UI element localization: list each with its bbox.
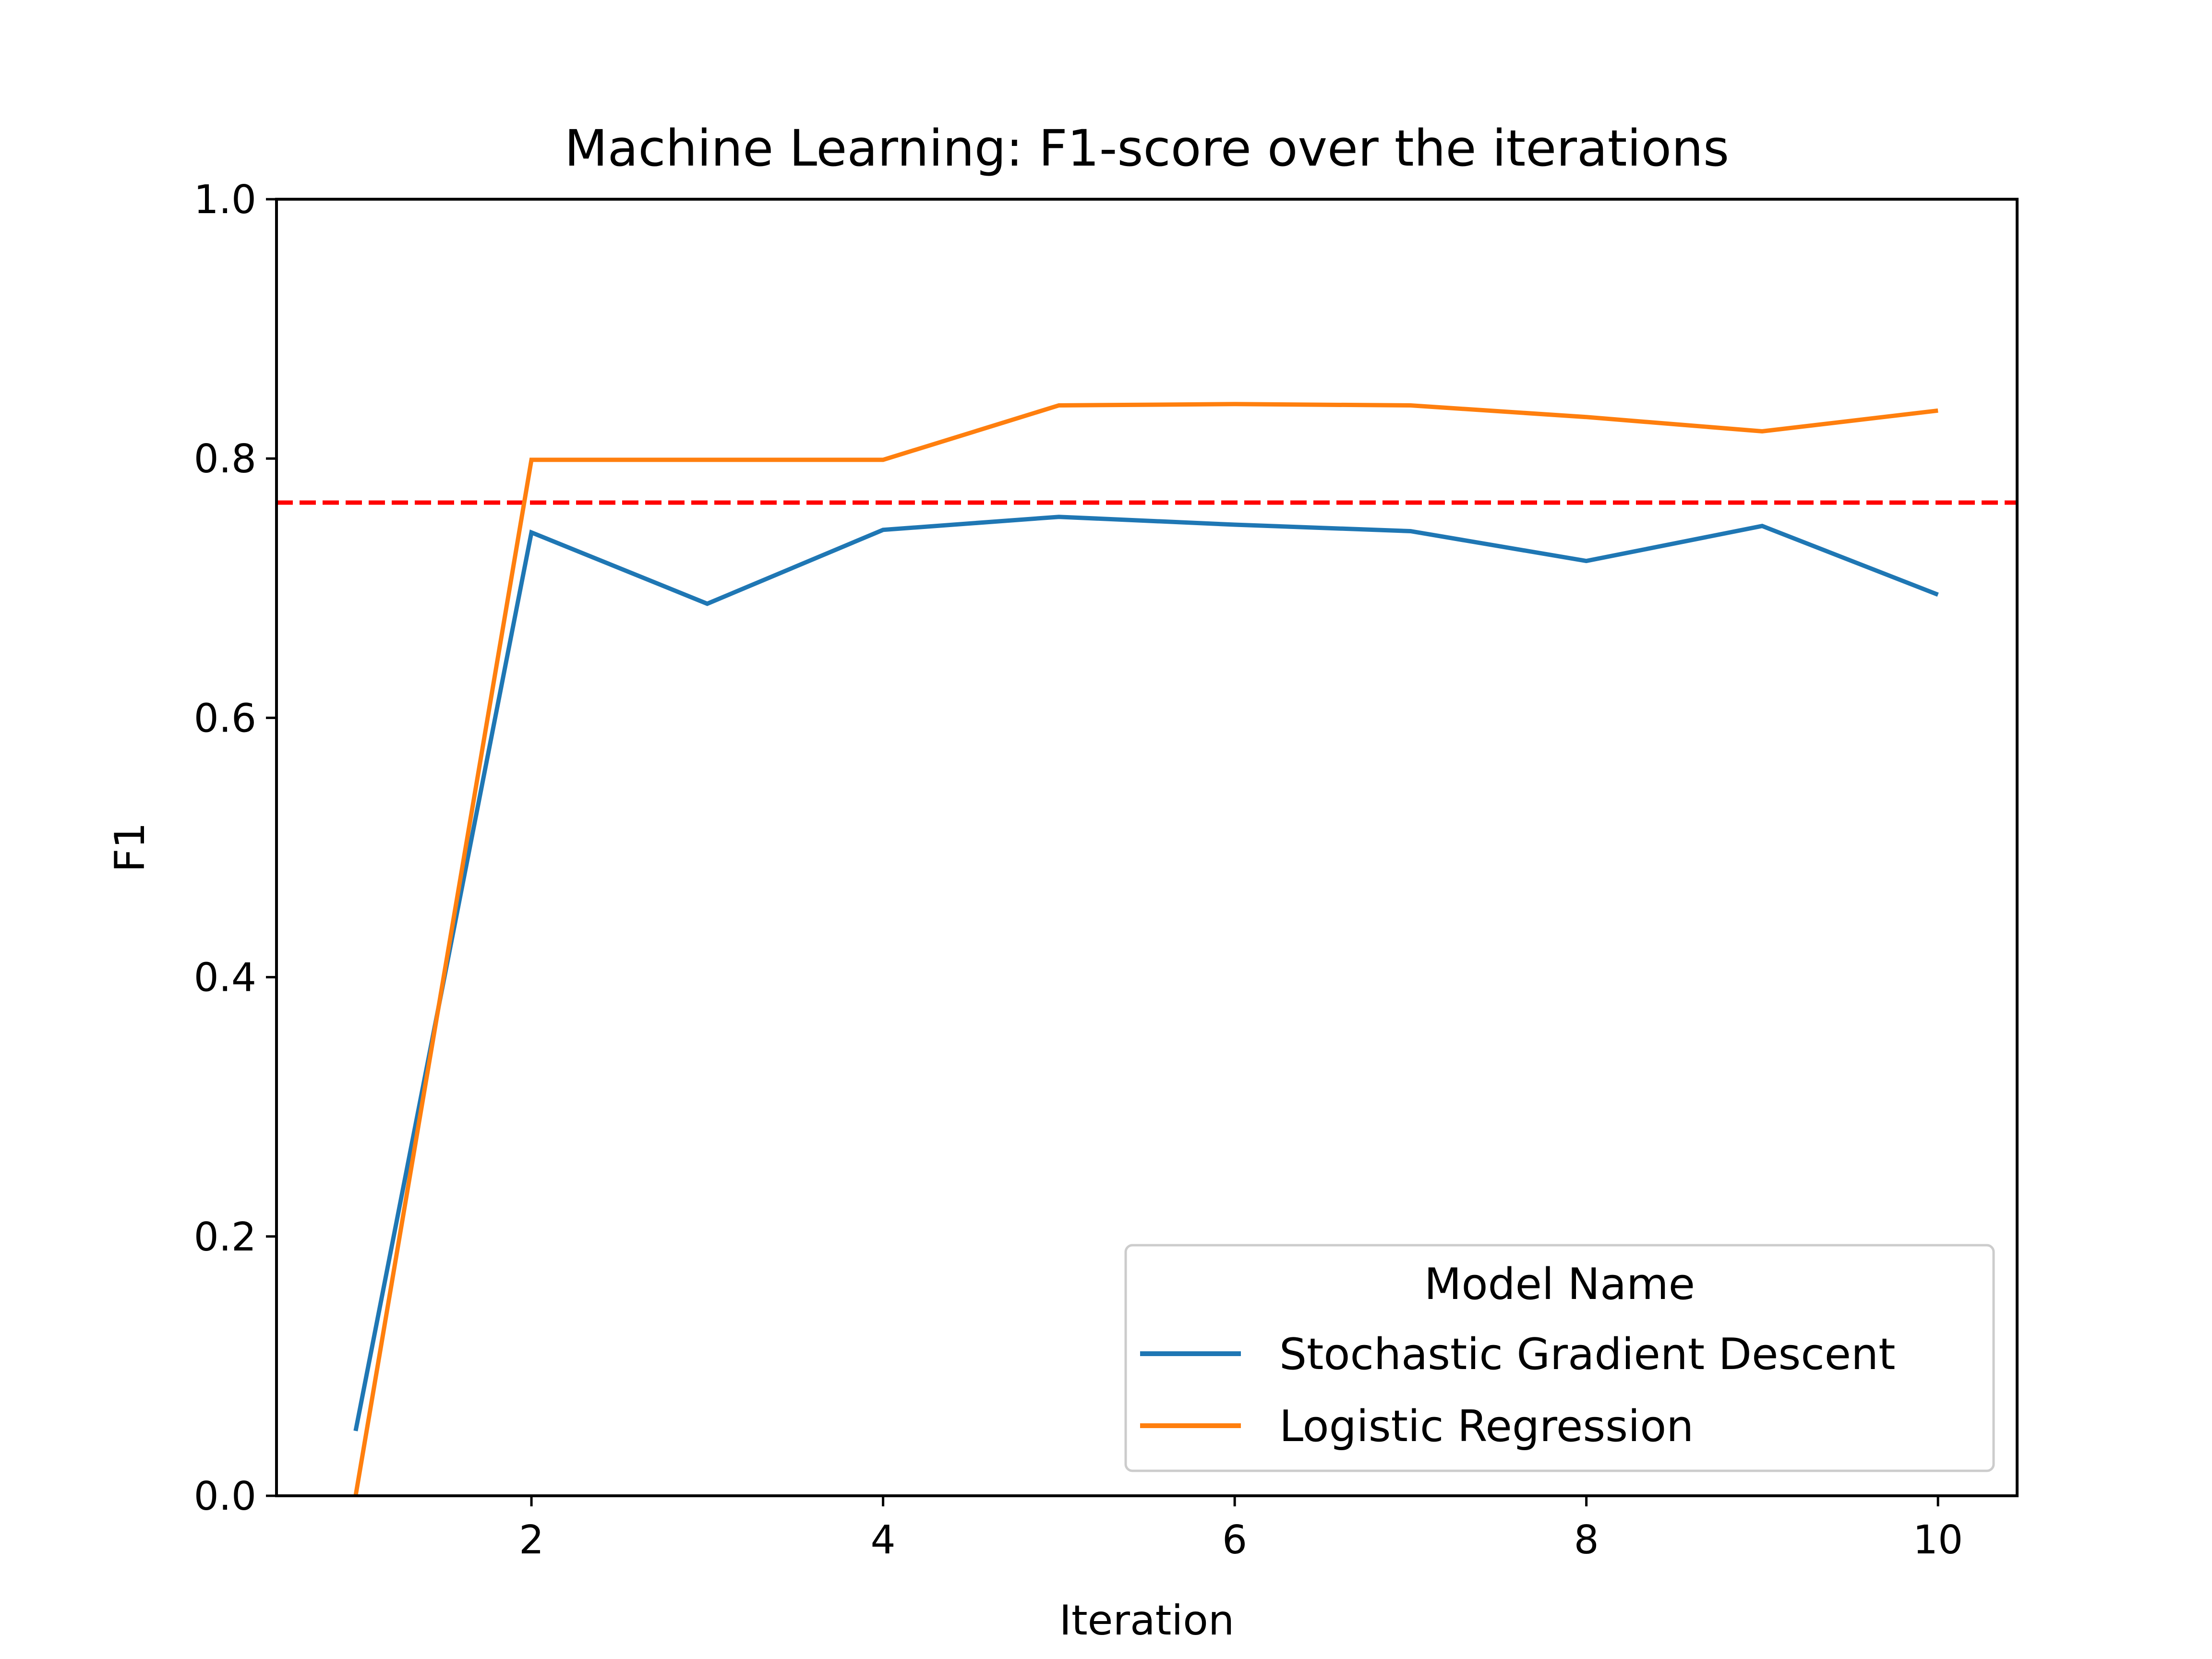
legend-label-1: Stochastic Gradient Descent: [1279, 1329, 1896, 1380]
y-axis-label: F1: [106, 822, 154, 872]
legend-box: [1124, 1244, 1995, 1472]
legend-label-2: Logistic Regression: [1279, 1401, 1694, 1452]
x-tick-label-8: 8: [1574, 1517, 1599, 1563]
x-axis-label: Iteration: [1059, 1597, 1235, 1645]
chart-title: Machine Learning: F1-score over the iter…: [565, 119, 1729, 178]
y-tick-label-1.0: 1.0: [194, 177, 256, 223]
y-tick-label-0.2: 0.2: [194, 1214, 256, 1260]
legend-entries: Stochastic Gradient Descent Logistic Regr…: [1140, 1329, 1896, 1452]
y-tick-label-0.8: 0.8: [194, 436, 256, 482]
axes-frame: [275, 198, 2019, 1497]
series-line-2: [353, 402, 1938, 1496]
legend: Model Name Stochastic Gradient Descent Lo…: [1124, 1244, 1995, 1472]
series-line-1: [353, 515, 1939, 1431]
x-tick-label-2: 2: [519, 1517, 544, 1563]
y-tick-label-0.6: 0.6: [194, 696, 256, 741]
axis-ticks: 2 4 6 8 10 0.0 0.2 0.4 0.6 0.8 1.0: [194, 177, 1963, 1563]
x-tick-label-10: 10: [1913, 1517, 1963, 1563]
x-tick-label-4: 4: [871, 1517, 896, 1563]
legend-title: Model Name: [1424, 1259, 1695, 1310]
y-tick-label-0.4: 0.4: [194, 955, 256, 1001]
x-tick-label-6: 6: [1222, 1517, 1247, 1563]
y-tick-label-0.0: 0.0: [194, 1474, 256, 1519]
